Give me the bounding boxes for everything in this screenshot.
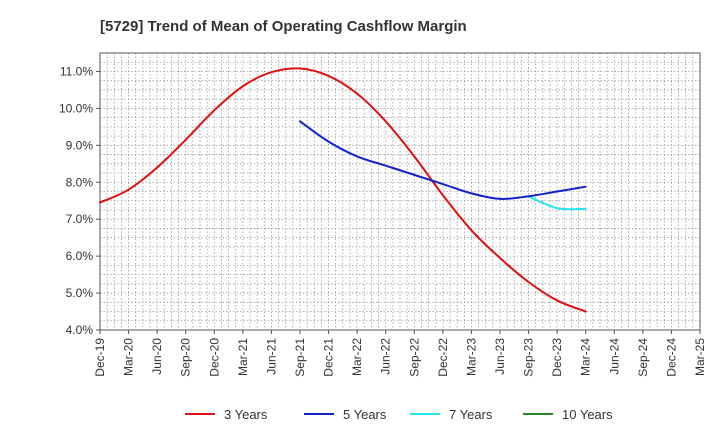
- x-tick-label: Sep-21: [293, 338, 307, 377]
- x-tick-label: Sep-23: [522, 338, 536, 377]
- x-tick-label: Mar-20: [122, 338, 136, 376]
- legend-item-3-years: 3 Years: [185, 407, 268, 422]
- x-tick-label: Jun-23: [493, 338, 507, 375]
- series-line-7-years: [527, 195, 587, 211]
- legend: 3 Years 5 Years 7 Years 10 Years: [185, 407, 613, 422]
- x-tick-label: Mar-23: [464, 338, 478, 376]
- x-tick-label: Jun-24: [607, 338, 621, 375]
- plot-border: [99, 52, 701, 331]
- legend-label: 3 Years: [224, 407, 268, 422]
- legend-item-10-years: 10 Years: [523, 407, 613, 422]
- legend-item-5-years: 5 Years: [304, 407, 387, 422]
- x-tick-label: Mar-25: [693, 338, 707, 376]
- x-tick-label: Jun-22: [379, 338, 393, 375]
- x-tick-label: Dec-23: [550, 338, 564, 377]
- plot-area: [99, 52, 701, 331]
- x-tick-label: Jun-21: [264, 338, 278, 375]
- y-tick-label: 7.0%: [66, 212, 94, 226]
- x-tick-label: Sep-22: [407, 338, 421, 377]
- y-tick-label: 6.0%: [66, 249, 94, 263]
- x-tick-label: Dec-19: [93, 338, 107, 377]
- series-layer: [99, 67, 587, 313]
- y-tick-label: 8.0%: [66, 175, 94, 189]
- y-tick-label: 5.0%: [66, 286, 94, 300]
- y-tick-label: 10.0%: [59, 101, 93, 115]
- legend-label: 10 Years: [562, 407, 613, 422]
- y-tick-label: 11.0%: [60, 64, 93, 78]
- x-tick-label: Mar-21: [236, 338, 250, 376]
- x-axis: Dec-19 Mar-20 Jun-20 Sep-20 Dec-20 Mar-21 Jun-…: [93, 330, 707, 377]
- chart-title: [5729] Trend of Mean of Operating Cashfl…: [100, 18, 467, 35]
- x-tick-label: Mar-24: [579, 338, 593, 376]
- series-line-3-years: [99, 67, 587, 313]
- y-tick-label: 9.0%: [66, 138, 94, 152]
- y-tick-label: 4.0%: [66, 323, 94, 337]
- x-tick-label: Sep-20: [179, 338, 193, 377]
- x-tick-label: Dec-24: [664, 338, 678, 377]
- x-tick-label: Dec-22: [436, 338, 450, 377]
- series-line-5-years: [299, 120, 587, 200]
- y-axis: 4.0% 5.0% 6.0% 7.0% 8.0% 9.0% 10.0% 11.0%: [59, 64, 100, 337]
- x-tick-label: Dec-20: [207, 338, 221, 377]
- legend-label: 5 Years: [343, 407, 387, 422]
- legend-item-7-years: 7 Years: [410, 407, 493, 422]
- x-tick-label: Sep-24: [636, 338, 650, 377]
- x-tick-label: Dec-21: [322, 338, 336, 377]
- x-tick-label: Jun-20: [150, 338, 164, 375]
- legend-label: 7 Years: [449, 407, 493, 422]
- x-tick-label: Mar-22: [350, 338, 364, 376]
